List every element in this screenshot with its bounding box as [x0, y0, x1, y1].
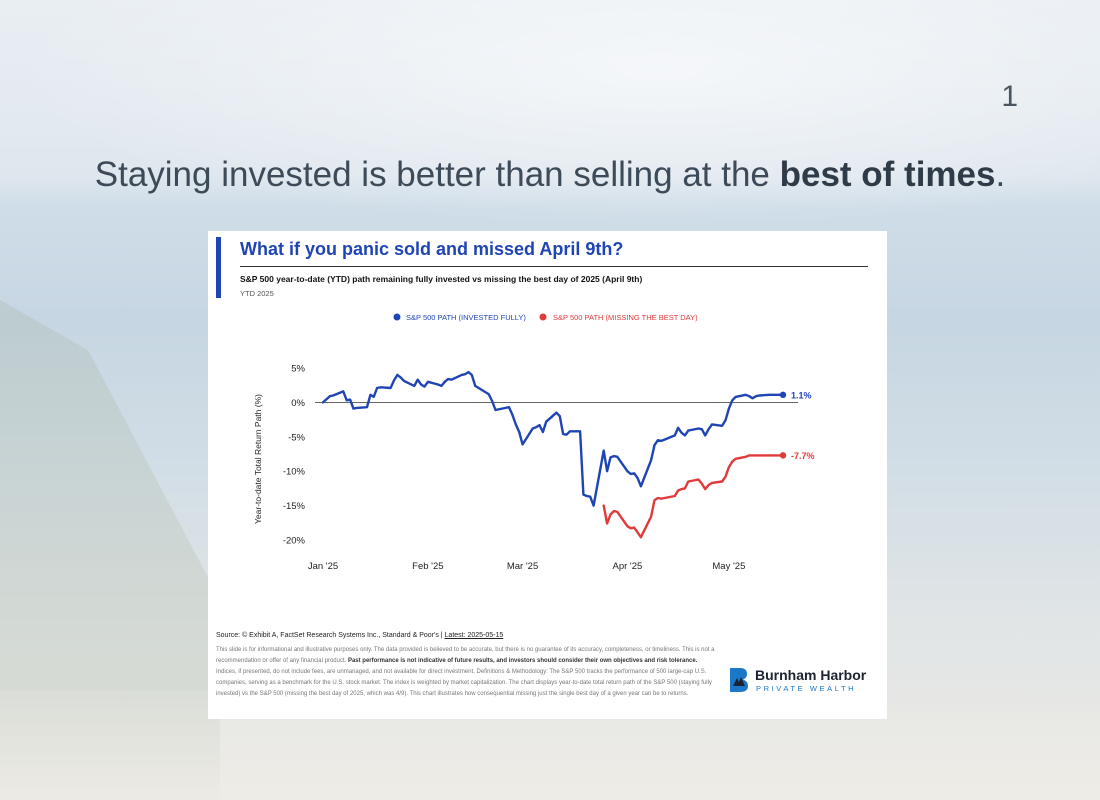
- series-end-point-1: [779, 391, 787, 399]
- x-tick-label: Jan '25: [308, 561, 338, 572]
- chart-subtitle: S&P 500 year-to-date (YTD) path remainin…: [240, 274, 643, 284]
- source-line: Source: © Exhibit A, FactSet Research Sy…: [216, 632, 503, 639]
- headline-end: .: [995, 155, 1006, 194]
- disclaimer-part-1: This slide is for informational and illu…: [216, 647, 715, 664]
- series-line-2: [602, 454, 785, 539]
- y-tick-label: -15%: [283, 501, 306, 512]
- x-tick-label: May '25: [712, 561, 745, 572]
- y-tick-label: 0%: [291, 398, 305, 409]
- legend-marker-2: [539, 313, 547, 321]
- headline-bold: best of times: [779, 155, 996, 194]
- disclaimer-bold: Past performance is not indicative of fu…: [347, 658, 698, 664]
- series-end-label-1: 1.1%: [791, 390, 812, 400]
- source-latest: Latest: 2025-05-15: [444, 632, 504, 639]
- legend-label-1: S&P 500 PATH (INVESTED FULLY): [406, 313, 526, 322]
- slide-headline: Staying invested is better than selling …: [0, 155, 1100, 195]
- background-sky: [0, 0, 1100, 230]
- y-tick-label: -10%: [283, 467, 306, 478]
- y-tick-label: -5%: [288, 432, 305, 443]
- series-end-point-2: [779, 452, 787, 459]
- headline-regular: Staying invested is better than selling …: [94, 155, 780, 194]
- disclaimer-part-2: Indices, if presented, do not include fe…: [216, 669, 712, 697]
- logo-mark-icon: [730, 668, 748, 692]
- series-end-label-2: -7.7%: [791, 451, 815, 461]
- legend-marker-1: [393, 313, 401, 321]
- legend-label-2: S&P 500 PATH (MISSING THE BEST DAY): [553, 313, 698, 322]
- line-chart: S&P 500 PATH (INVESTED FULLY) S&P 500 PAT…: [253, 313, 815, 572]
- chart-period: YTD 2025: [240, 289, 274, 298]
- title-divider: [240, 266, 868, 267]
- x-tick-label: Mar '25: [507, 561, 538, 572]
- x-tick-label: Apr '25: [613, 561, 643, 572]
- x-tick-label: Feb '25: [412, 561, 443, 572]
- accent-bar: [216, 237, 221, 298]
- y-axis-label: Year-to-date Total Return Path (%): [253, 394, 263, 524]
- logo-subtitle: PRIVATE WEALTH: [756, 684, 857, 693]
- logo-name: Burnham Harbor: [755, 667, 867, 683]
- y-tick-label: -20%: [283, 536, 306, 547]
- y-tick-label: 5%: [291, 364, 305, 375]
- source-text: Source: © Exhibit A, FactSet Research Sy…: [216, 632, 445, 639]
- chart-card: What if you panic sold and missed April …: [208, 231, 887, 719]
- series-line-1: [321, 370, 785, 507]
- page-number: 1: [1001, 80, 1018, 113]
- company-logo: Burnham Harbor PRIVATE WEALTH: [728, 666, 878, 698]
- chart-title: What if you panic sold and missed April …: [240, 239, 624, 259]
- disclaimer: This slide is for informational and illu…: [216, 645, 716, 700]
